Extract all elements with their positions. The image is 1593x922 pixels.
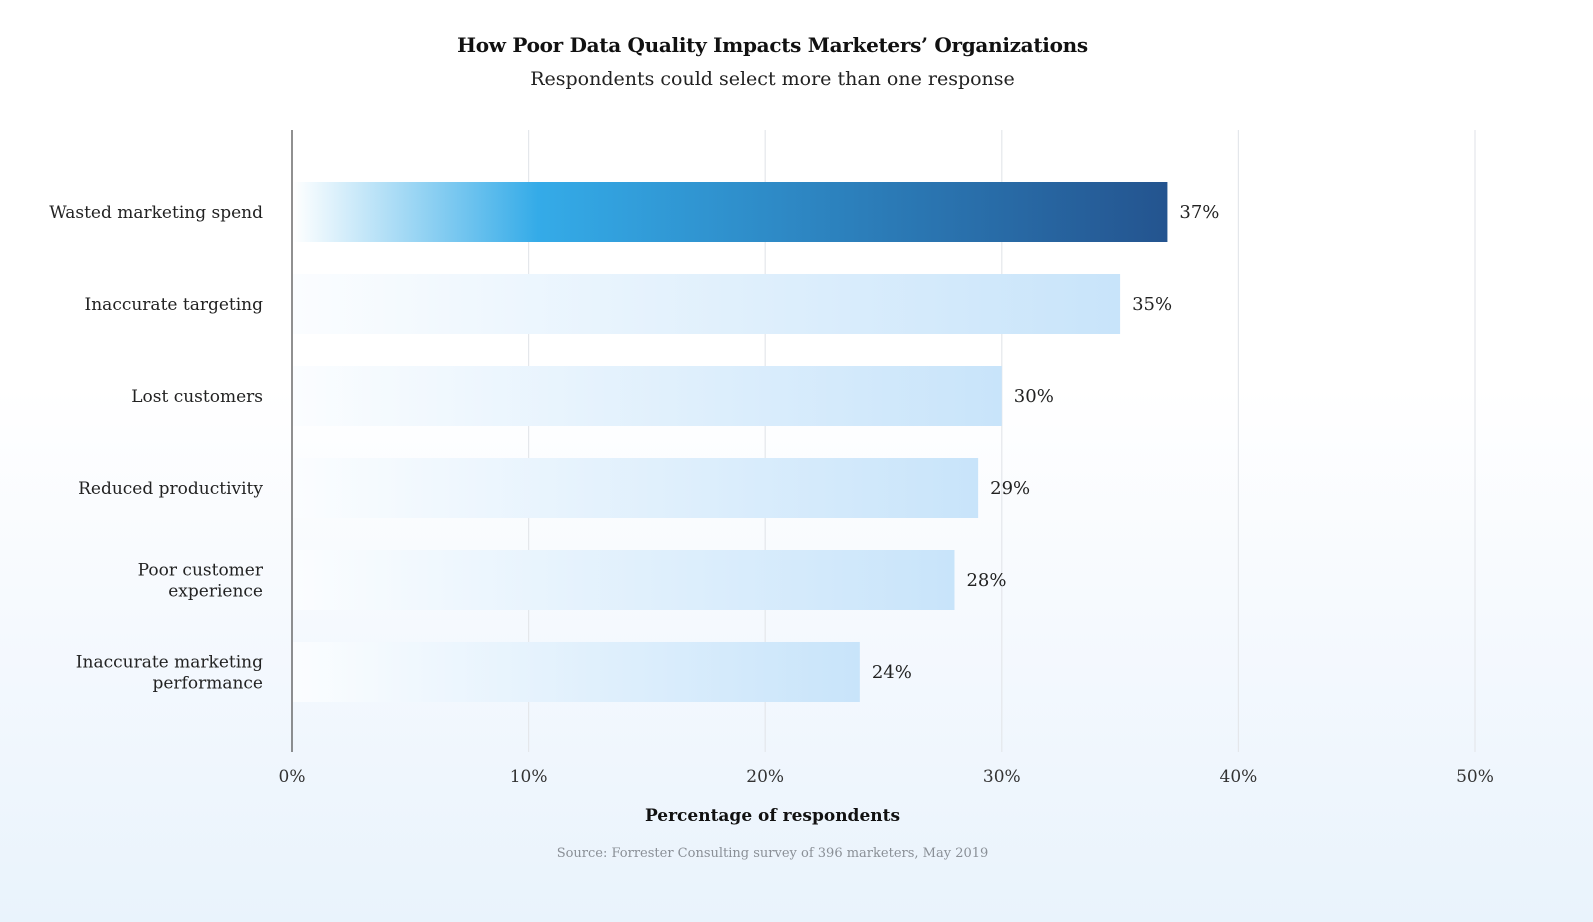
category-label-6: Inaccurate marketing performance xyxy=(76,653,263,694)
bar-3 xyxy=(293,366,1002,426)
value-label-5: 28% xyxy=(966,570,1006,591)
bar-1 xyxy=(293,182,1168,242)
chart-subtitle: Respondents could select more than one r… xyxy=(530,68,1015,90)
category-label-3: Lost customers xyxy=(131,387,263,407)
bar-2 xyxy=(293,274,1121,334)
x-tick-label-10: 10% xyxy=(510,767,548,787)
value-label-6: 24% xyxy=(872,662,912,683)
x-tick-label-20: 20% xyxy=(746,767,784,787)
value-label-2: 35% xyxy=(1132,294,1172,315)
bar-4 xyxy=(293,458,979,518)
x-tick-label-30: 30% xyxy=(983,767,1021,787)
source-note: Source: Forrester Consulting survey of 3… xyxy=(556,846,989,861)
category-label-4: Reduced productivity xyxy=(78,479,263,499)
category-label-1: Wasted marketing spend xyxy=(49,203,263,223)
value-label-3: 30% xyxy=(1014,386,1054,407)
labels: 0% 10% 20% 30% 40% 50% 37% Wasted marketing spe… xyxy=(49,202,1494,787)
bars xyxy=(293,182,1168,702)
x-axis-label: Percentage of respondents xyxy=(644,806,901,826)
value-label-1: 37% xyxy=(1179,202,1219,223)
x-tick-label-40: 40% xyxy=(1220,767,1258,787)
x-tick-label-50: 50% xyxy=(1456,767,1494,787)
value-label-4: 29% xyxy=(990,478,1030,499)
category-label-2: Inaccurate targeting xyxy=(85,295,264,315)
chart-title: How Poor Data Quality Impacts Marketers’… xyxy=(457,33,1088,57)
x-tick-label-0: 0% xyxy=(279,767,306,787)
bar-6 xyxy=(293,642,860,702)
bar-5 xyxy=(293,550,955,610)
category-label-5: Poor customer experience xyxy=(138,561,264,602)
